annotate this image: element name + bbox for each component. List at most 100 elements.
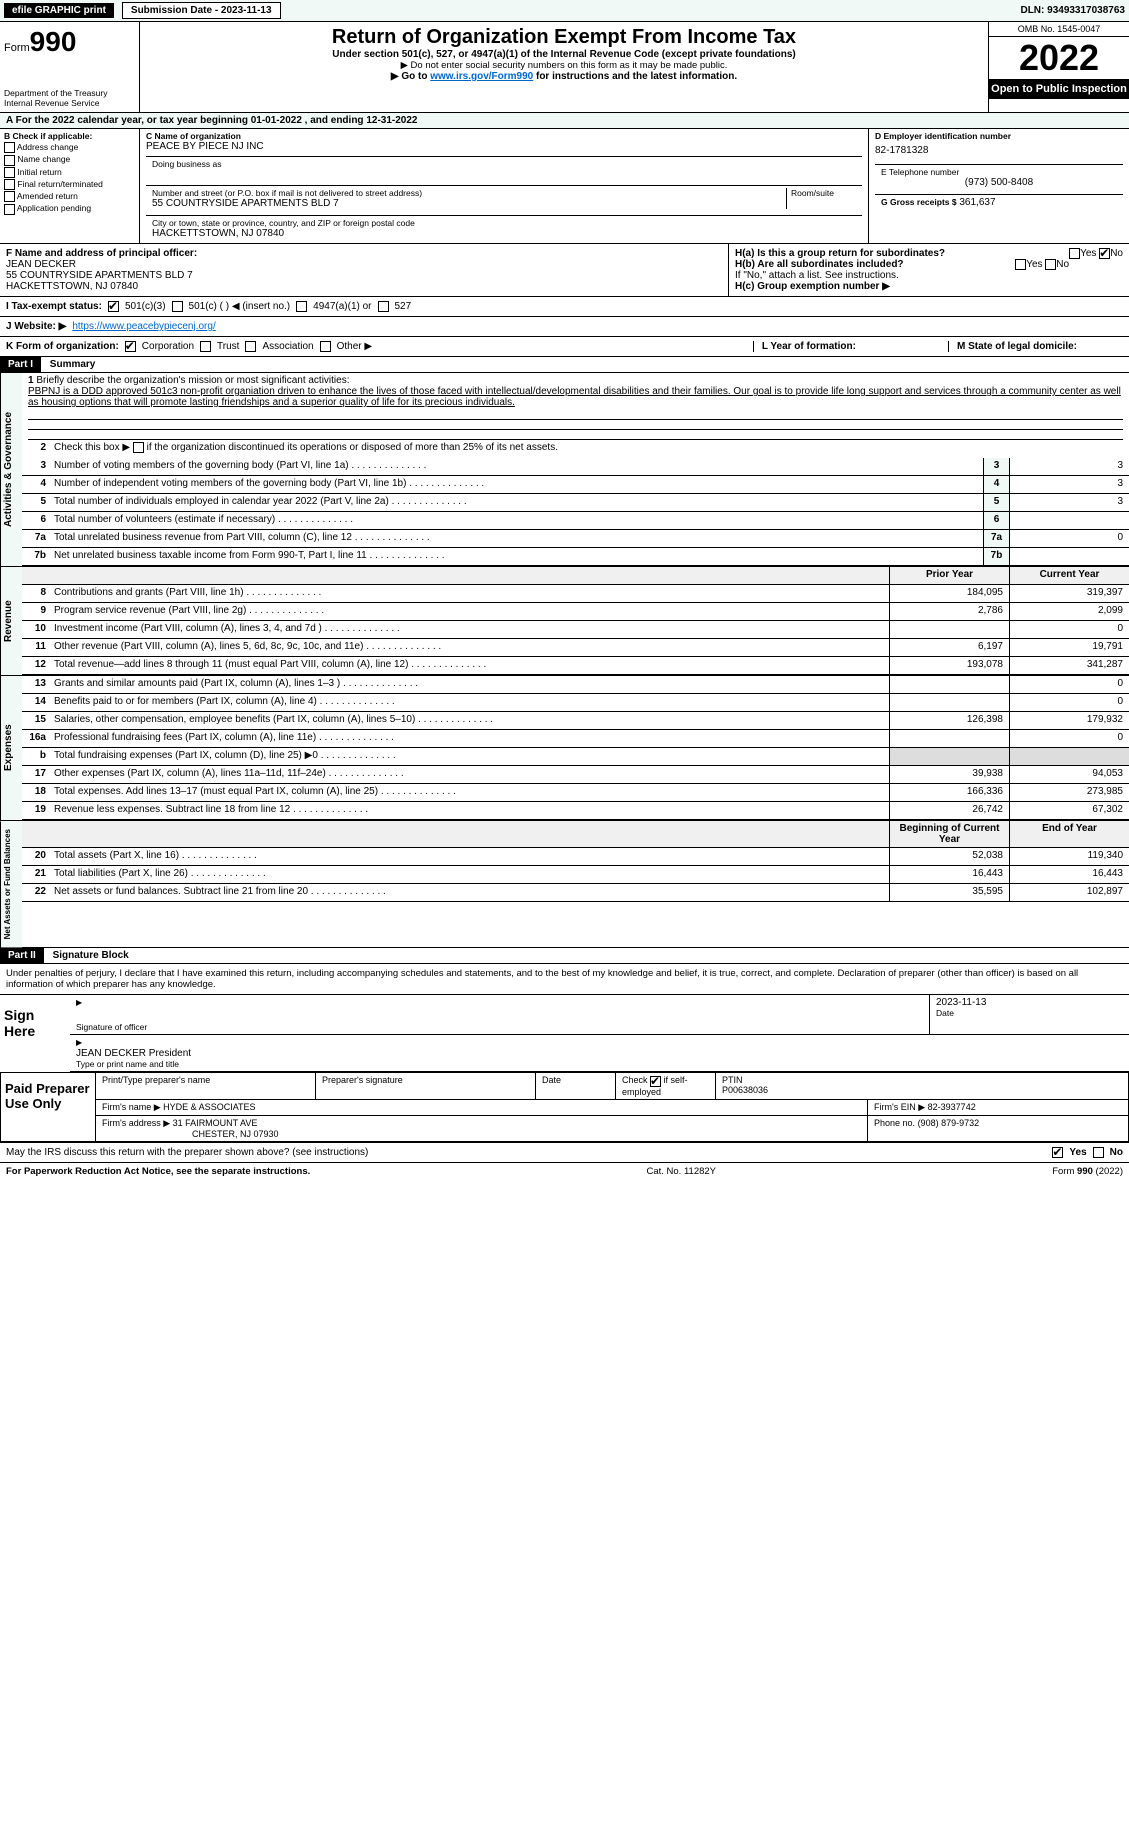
ein-label: D Employer identification number <box>875 131 1123 141</box>
self-employed-checkbox[interactable] <box>650 1076 661 1087</box>
form-number: Form990 <box>4 26 135 58</box>
row-i-tax-status: I Tax-exempt status: 501(c)(3) 501(c) ( … <box>0 297 1129 317</box>
section-fh: F Name and address of principal officer:… <box>0 244 1129 297</box>
line-11: 11Other revenue (Part VIII, column (A), … <box>22 639 1129 657</box>
checkbox-final-return-terminated[interactable]: Final return/terminated <box>4 179 135 190</box>
hb-row: H(b) Are all subordinates included? Yes … <box>735 259 1123 270</box>
501c-checkbox[interactable] <box>172 301 183 312</box>
527-checkbox[interactable] <box>378 301 389 312</box>
ha-row: H(a) Is this a group return for subordin… <box>735 248 1123 259</box>
expenses-section: Expenses 13Grants and similar amounts pa… <box>0 676 1129 821</box>
year-formation-label: L Year of formation: <box>753 341 856 352</box>
net-assets-section: Net Assets or Fund Balances Beginning of… <box>0 821 1129 948</box>
hb-note: If "No," attach a list. See instructions… <box>735 270 1123 281</box>
room-label: Room/suite <box>791 188 856 198</box>
governance-sidebar: Activities & Governance <box>0 373 22 566</box>
line-15: 15Salaries, other compensation, employee… <box>22 712 1129 730</box>
sig-date-label: Date <box>936 1008 1123 1018</box>
checkbox-address-change[interactable]: Address change <box>4 142 135 153</box>
city-state-zip: HACKETTSTOWN, NJ 07840 <box>152 228 856 239</box>
assoc-checkbox[interactable] <box>245 341 256 352</box>
ein-value: 82-1781328 <box>875 141 1123 160</box>
footer: For Paperwork Reduction Act Notice, see … <box>0 1163 1129 1180</box>
open-to-public: Open to Public Inspection <box>989 79 1129 99</box>
corp-checkbox[interactable] <box>125 341 136 352</box>
officer-street: 55 COUNTRYSIDE APARTMENTS BLD 7 <box>6 270 722 281</box>
line-13: 13Grants and similar amounts paid (Part … <box>22 676 1129 694</box>
website-link[interactable]: https://www.peacebypiecenj.org/ <box>72 321 215 332</box>
instructions-link[interactable]: www.irs.gov/Form990 <box>430 71 533 82</box>
line-5: 5Total number of individuals employed in… <box>22 494 1129 512</box>
501c3-checkbox[interactable] <box>108 301 119 312</box>
hb-no-checkbox[interactable] <box>1045 259 1056 270</box>
hb-yes-checkbox[interactable] <box>1015 259 1026 270</box>
discuss-yes-checkbox[interactable] <box>1052 1147 1063 1158</box>
perjury-declaration: Under penalties of perjury, I declare th… <box>0 964 1129 994</box>
instructions-line: ▶ Go to www.irs.gov/Form990 for instruct… <box>144 71 984 82</box>
form-subtitle: Under section 501(c), 527, or 4947(a)(1)… <box>144 49 984 60</box>
governance-section: Activities & Governance 1 Briefly descri… <box>0 373 1129 567</box>
city-label: City or town, state or province, country… <box>152 218 856 228</box>
prep-sig-label: Preparer's signature <box>316 1073 536 1098</box>
line-6: 6Total number of volunteers (estimate if… <box>22 512 1129 530</box>
mission-text: PBPNJ is a DDD approved 501c3 non-profit… <box>28 386 1121 408</box>
line-4: 4Number of independent voting members of… <box>22 476 1129 494</box>
trust-checkbox[interactable] <box>200 341 211 352</box>
discuss-row: May the IRS discuss this return with the… <box>0 1142 1129 1163</box>
hc-row: H(c) Group exemption number ▶ <box>735 281 1123 292</box>
street-address: 55 COUNTRYSIDE APARTMENTS BLD 7 <box>152 198 786 209</box>
submission-date-button[interactable]: Submission Date - 2023-11-13 <box>122 2 281 19</box>
gross-label: G Gross receipts $ <box>881 197 957 207</box>
org-name: PEACE BY PIECE NJ INC <box>146 141 862 152</box>
phone-label: E Telephone number <box>881 167 1117 177</box>
discontinued-checkbox[interactable] <box>133 442 144 453</box>
topbar: efile GRAPHIC print Submission Date - 20… <box>0 0 1129 22</box>
line-17: 17Other expenses (Part IX, column (A), l… <box>22 766 1129 784</box>
dept-treasury: Department of the Treasury <box>4 88 135 98</box>
tax-year: 2022 <box>989 37 1129 79</box>
irs-label: Internal Revenue Service <box>4 98 135 108</box>
prep-name-label: Print/Type preparer's name <box>96 1073 316 1098</box>
checkbox-application-pending[interactable]: Application pending <box>4 203 135 214</box>
other-checkbox[interactable] <box>320 341 331 352</box>
gross-value: 361,637 <box>959 197 995 208</box>
net-assets-header-row: Beginning of Current Year End of Year <box>22 821 1129 848</box>
ptin-label: PTIN <box>722 1075 1122 1085</box>
efile-button[interactable]: efile GRAPHIC print <box>4 3 114 18</box>
officer-city: HACKETTSTOWN, NJ 07840 <box>6 281 722 292</box>
preparer-table: Paid Preparer Use Only Print/Type prepar… <box>0 1072 1129 1141</box>
phone-value: (973) 500-8408 <box>881 177 1117 188</box>
discuss-no-checkbox[interactable] <box>1093 1147 1104 1158</box>
firm-name: HYDE & ASSOCIATES <box>163 1102 255 1112</box>
checkbox-amended-return[interactable]: Amended return <box>4 191 135 202</box>
4947-checkbox[interactable] <box>296 301 307 312</box>
ha-no-checkbox[interactable] <box>1099 248 1110 259</box>
form-title: Return of Organization Exempt From Incom… <box>144 26 984 49</box>
name-label: C Name of organization <box>146 131 862 141</box>
officer-name: JEAN DECKER <box>6 259 722 270</box>
line-22: 22Net assets or fund balances. Subtract … <box>22 884 1129 902</box>
line-b: bTotal fundraising expenses (Part IX, co… <box>22 748 1129 766</box>
line-14: 14Benefits paid to or for members (Part … <box>22 694 1129 712</box>
line-18: 18Total expenses. Add lines 13–17 (must … <box>22 784 1129 802</box>
row-j-website: J Website: ▶ https://www.peacebypiecenj.… <box>0 317 1129 337</box>
ha-yes-checkbox[interactable] <box>1069 248 1080 259</box>
firm-ein: 82-3937742 <box>928 1102 976 1112</box>
checkbox-name-change[interactable]: Name change <box>4 154 135 165</box>
checkbox-initial-return[interactable]: Initial return <box>4 167 135 178</box>
form-footer: Form 990 (2022) <box>1052 1166 1123 1177</box>
mission-label: Briefly describe the organization's miss… <box>36 375 349 386</box>
dln-label: DLN: 93493317038763 <box>1020 5 1125 16</box>
sig-officer-label: Signature of officer <box>76 1022 923 1032</box>
officer-label: F Name and address of principal officer: <box>6 248 722 259</box>
state-domicile-label: M State of legal domicile: <box>948 341 1077 352</box>
prep-phone: (908) 879-9732 <box>918 1118 980 1128</box>
ssn-warning: ▶ Do not enter social security numbers o… <box>144 60 984 71</box>
firm-addr2: CHESTER, NJ 07930 <box>192 1129 279 1139</box>
line-8: 8Contributions and grants (Part VIII, li… <box>22 585 1129 603</box>
firm-addr1: 31 FAIRMOUNT AVE <box>173 1118 258 1128</box>
paid-preparer-label: Paid Preparer Use Only <box>1 1073 96 1140</box>
street-label: Number and street (or P.O. box if mail i… <box>152 188 786 198</box>
line-19: 19Revenue less expenses. Subtract line 1… <box>22 802 1129 820</box>
line-16a: 16aProfessional fundraising fees (Part I… <box>22 730 1129 748</box>
